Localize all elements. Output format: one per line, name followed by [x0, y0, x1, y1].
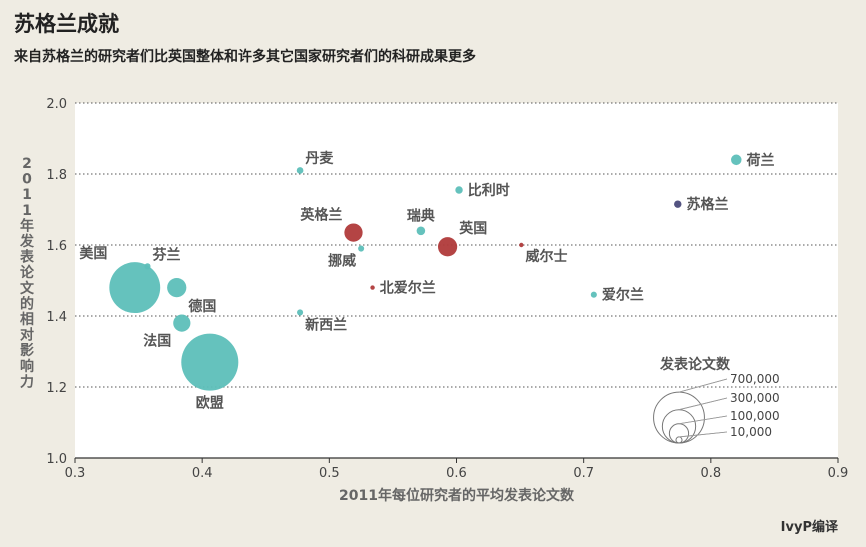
point-label: 比利时 — [468, 182, 510, 199]
axes: 1.0 1.2 1.4 1.6 1.8 2.0 0.3 0.4 0.5 0.6 0.7 0.8 0.9 — [46, 97, 848, 481]
data-point — [358, 245, 365, 252]
point-label: 瑞典 — [407, 208, 435, 225]
legend-leader-line — [678, 415, 728, 425]
x-tick-label: 0.4 — [192, 466, 213, 481]
legend-label: 700,000 — [730, 372, 780, 386]
point-label: 爱尔兰 — [602, 287, 644, 304]
x-tick-label: 0.3 — [65, 466, 86, 481]
point-label: 荷兰 — [746, 152, 775, 169]
y-tick-label: 1.8 — [46, 168, 67, 183]
data-point — [344, 223, 363, 242]
data-point — [416, 226, 426, 236]
legend-leader-line — [678, 378, 728, 393]
legend-label: 100,000 — [730, 409, 780, 423]
data-point — [181, 333, 239, 391]
point-label: 德国 — [188, 298, 216, 315]
y-tick-label: 1.4 — [46, 310, 67, 325]
legend-label: 300,000 — [730, 391, 780, 405]
point-label: 欧盟 — [196, 395, 224, 412]
data-point — [173, 314, 191, 332]
x-tick-label: 0.8 — [700, 466, 721, 481]
legend-title: 发表论文数 — [659, 356, 731, 373]
data-point — [144, 263, 151, 270]
data-point — [590, 291, 597, 298]
point-label: 英国 — [458, 220, 487, 237]
x-tick-label: 0.9 — [828, 466, 849, 481]
point-label: 丹麦 — [305, 150, 334, 167]
data-point — [296, 167, 304, 174]
data-point — [109, 262, 161, 314]
point-label: 苏格兰 — [686, 196, 728, 213]
legend-leader-line — [678, 431, 728, 438]
point-label: 法国 — [143, 333, 171, 350]
data-point — [370, 285, 375, 290]
data-point — [674, 200, 682, 208]
data-point — [437, 237, 458, 257]
point-label: 美国 — [79, 245, 107, 262]
x-axis-label: 2011年每位研究者的平均发表论文数 — [339, 487, 575, 504]
x-tick-label: 0.7 — [573, 466, 594, 481]
point-label: 挪威 — [328, 253, 356, 270]
data-point — [731, 154, 742, 166]
data-point — [519, 242, 524, 248]
chart-subtitle: 来自苏格兰的研究者们比英国整体和许多其它国家研究者们的科研成果更多 — [14, 49, 476, 65]
y-tick-label: 1.2 — [46, 381, 67, 396]
legend-leader-line — [678, 397, 728, 411]
y-axis-label: 2 0 1 1 年发表论文的相对影响力 — [19, 156, 35, 390]
credit-text: IvyP编译 — [780, 520, 838, 535]
y-tick-label: 1.6 — [46, 239, 67, 254]
y-tick-label: 2.0 — [46, 97, 67, 112]
data-point — [455, 186, 463, 194]
plot-area — [75, 103, 838, 458]
point-label: 威尔士 — [526, 248, 568, 265]
y-tick-label: 1.0 — [46, 452, 67, 467]
point-label: 新西兰 — [305, 316, 347, 333]
point-label: 英格兰 — [299, 206, 342, 223]
legend-label: 10,000 — [730, 425, 772, 439]
data-point — [297, 309, 304, 316]
data-point — [167, 277, 187, 298]
x-tick-label: 0.6 — [446, 466, 467, 481]
chart-title: 苏格兰成就 — [14, 12, 119, 36]
point-label: 芬兰 — [152, 246, 181, 263]
point-label: 北爱尔兰 — [380, 280, 436, 297]
x-tick-label: 0.5 — [319, 466, 340, 481]
points — [109, 154, 742, 391]
